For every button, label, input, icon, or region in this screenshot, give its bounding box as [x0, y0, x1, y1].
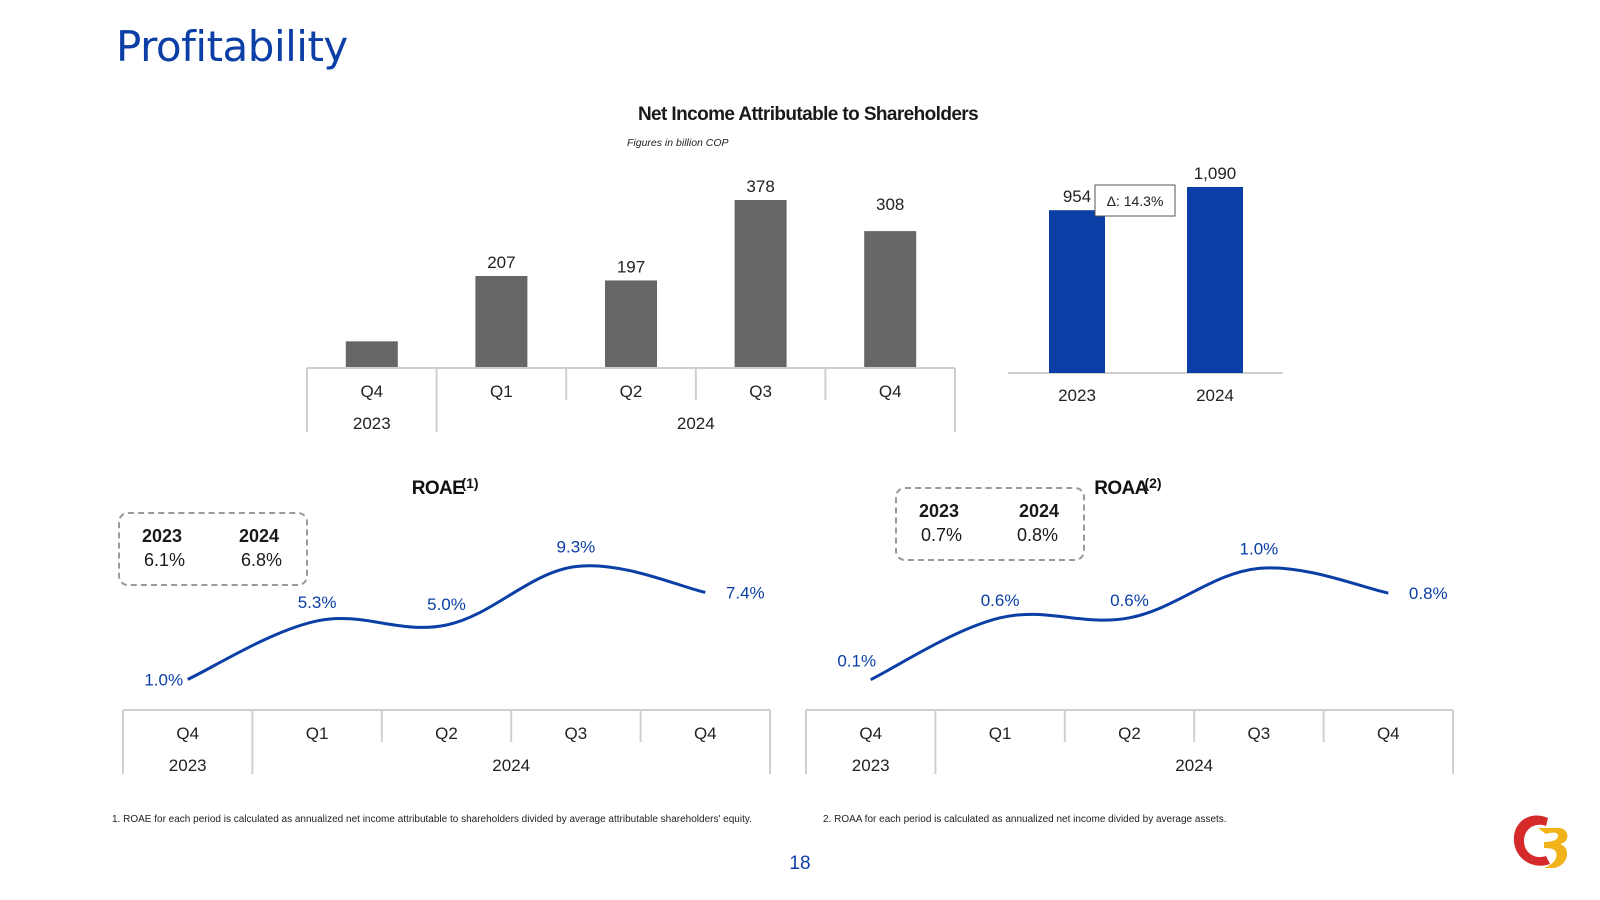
roaa-group-label: 2024 — [1175, 756, 1213, 775]
annual-delta-annotation: Δ: 14.3% — [1107, 193, 1164, 209]
annual-bar — [1049, 210, 1105, 373]
page-number: 18 — [789, 853, 811, 874]
roae-tick-label: Q3 — [565, 724, 588, 743]
quarterly-group-label: 2024 — [677, 414, 715, 433]
quarterly-group-label: 2023 — [353, 414, 391, 433]
annual-tick-label: 2023 — [1058, 386, 1096, 405]
quarterly-bar — [345, 341, 398, 368]
roae-kpi-box: 2023 2024 6.1% 6.8% — [118, 512, 308, 586]
annual-delta-annotation-box — [1094, 184, 1176, 217]
quarterly-bar-data-label: 378 — [746, 177, 774, 196]
net-income-chart-subtitle: Figures in billion COP — [627, 137, 729, 149]
roae-kpi-header-2023: 2023 — [142, 526, 183, 546]
roae-kpi-value-2023: 6.1% — [144, 550, 186, 570]
company-logo — [1513, 815, 1568, 868]
quarterly-bar — [605, 280, 657, 368]
roae-data-label: 5.0% — [427, 595, 466, 614]
quarterly-tick-label: Q4 — [879, 382, 902, 401]
quarterly-bar — [475, 276, 528, 368]
roaa-kpi-value-2023: 0.7% — [921, 525, 963, 545]
roae-kpi-value-2024: 6.8% — [241, 550, 283, 570]
annual-bar — [1187, 187, 1243, 373]
annual-tick-label: 2024 — [1196, 386, 1234, 405]
roaa-kpi-header-2024: 2024 — [1019, 501, 1060, 521]
quarterly-bar — [734, 200, 787, 368]
roaa-data-label: 1.0% — [1240, 539, 1279, 558]
footnote-roae: 1. ROAE for each period is calculated as… — [112, 814, 752, 825]
net-income-chart-title: Net Income Attributable to Shareholders — [0, 104, 1600, 126]
roae-chart-title-superscript: (1) — [461, 475, 478, 491]
roaa-data-label: 0.1% — [837, 652, 876, 671]
quarterly-bar — [864, 231, 917, 368]
roae-data-label: 9.3% — [557, 538, 596, 557]
roae-tick-label: Q4 — [694, 724, 717, 743]
roae-group-label: 2024 — [492, 756, 530, 775]
roae-tick-label: Q2 — [435, 724, 458, 743]
roaa-data-label: 0.6% — [981, 591, 1020, 610]
quarterly-bar-data-label: 308 — [876, 195, 904, 214]
roaa-data-label: 0.6% — [1110, 591, 1149, 610]
roae-tick-label: Q4 — [176, 724, 199, 743]
roaa-kpi-box: 2023 2024 0.7% 0.8% — [895, 487, 1085, 561]
roaa-series-line — [870, 566, 1389, 681]
annual-bar-data-label: 954 — [1063, 187, 1091, 206]
quarterly-tick-label: Q2 — [620, 382, 643, 401]
page-title: Profitability — [116, 22, 348, 71]
roae-group-label: 2023 — [169, 756, 207, 775]
roae-kpi-header-2024: 2024 — [239, 526, 280, 546]
roae-tick-label: Q1 — [306, 724, 329, 743]
roaa-tick-label: Q4 — [859, 724, 882, 743]
roaa-tick-label: Q2 — [1118, 724, 1141, 743]
quarterly-bar-data-label: 207 — [487, 253, 515, 272]
roaa-chart-title: ROAA — [1094, 478, 1148, 499]
roaa-tick-label: Q1 — [989, 724, 1012, 743]
roaa-kpi-value-2024: 0.8% — [1017, 525, 1059, 545]
roaa-kpi-header-2023: 2023 — [919, 501, 960, 521]
roaa-tick-label: Q3 — [1248, 724, 1271, 743]
roae-data-label: 1.0% — [144, 670, 183, 689]
roaa-group-label: 2023 — [852, 756, 890, 775]
roaa-chart-title-superscript: (2) — [1144, 475, 1161, 491]
quarterly-tick-label: Q3 — [749, 382, 772, 401]
quarterly-tick-label: Q1 — [490, 382, 513, 401]
roae-data-label: 7.4% — [726, 583, 765, 602]
roae-chart-title: ROAE — [412, 478, 465, 499]
quarterly-bar-data-label: 197 — [617, 257, 645, 276]
roaa-data-label: 0.8% — [1409, 584, 1448, 603]
quarterly-tick-label: Q4 — [360, 382, 383, 401]
annual-bar-data-label: 1,090 — [1194, 164, 1237, 183]
footnote-roaa: 2. ROAA for each period is calculated as… — [823, 814, 1227, 825]
roae-data-label: 5.3% — [298, 593, 337, 612]
roaa-tick-label: Q4 — [1377, 724, 1400, 743]
net-income-chart-title-text: Net Income Attributable to Shareholders — [637, 104, 979, 125]
roae-series-line — [187, 564, 706, 681]
